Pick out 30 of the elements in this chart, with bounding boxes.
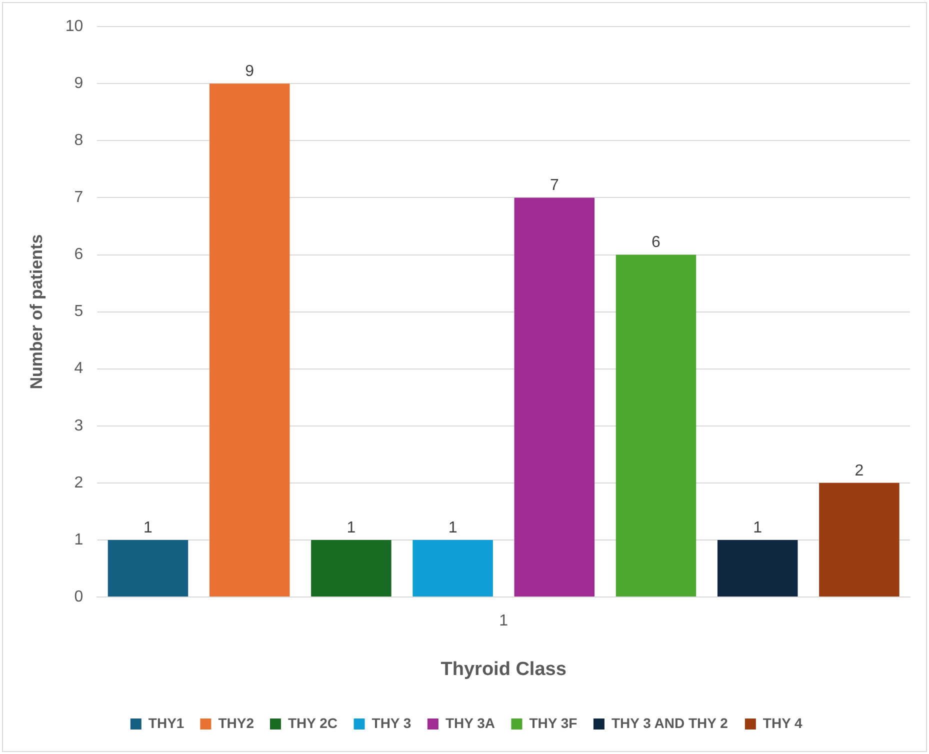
y-tick-label: 0 xyxy=(74,588,84,606)
data-label: 1 xyxy=(346,519,356,536)
legend-label: THY 2C xyxy=(288,714,338,731)
legend-label: THY2 xyxy=(218,714,254,731)
data-label: 6 xyxy=(652,234,661,252)
legend-label: THY 3 xyxy=(372,714,412,731)
legend-label: THY 3 AND THY 2 xyxy=(611,714,728,731)
text: 1 xyxy=(499,612,508,630)
y-tick-label: 1 xyxy=(74,531,84,548)
legend-label: THY 3F xyxy=(529,714,578,731)
y-tick-label: 2 xyxy=(74,474,84,492)
legend-label: THY 3A xyxy=(445,714,495,731)
y-tick-label: 6 xyxy=(74,246,84,264)
legend-label: THY 4 xyxy=(762,714,803,731)
data-label: 7 xyxy=(550,177,559,194)
data-label: 1 xyxy=(448,519,458,536)
y-tick-label: 5 xyxy=(74,303,84,320)
data-label: 2 xyxy=(854,462,864,480)
y-axis-title: Number of patients xyxy=(26,234,46,390)
y-tick-label: 8 xyxy=(74,132,84,150)
y-tick-label: 9 xyxy=(74,75,84,92)
data-label: 9 xyxy=(245,63,254,80)
y-tick-label: 3 xyxy=(74,417,84,434)
x-axis-title: Thyroid Class xyxy=(440,658,566,680)
data-label: 1 xyxy=(753,519,762,536)
y-tick-label: 7 xyxy=(74,189,84,206)
data-label: 1 xyxy=(144,519,153,536)
legend-label: THY1 xyxy=(148,714,184,731)
y-tick-label: 10 xyxy=(65,18,84,36)
y-tick-label: 4 xyxy=(74,360,84,378)
